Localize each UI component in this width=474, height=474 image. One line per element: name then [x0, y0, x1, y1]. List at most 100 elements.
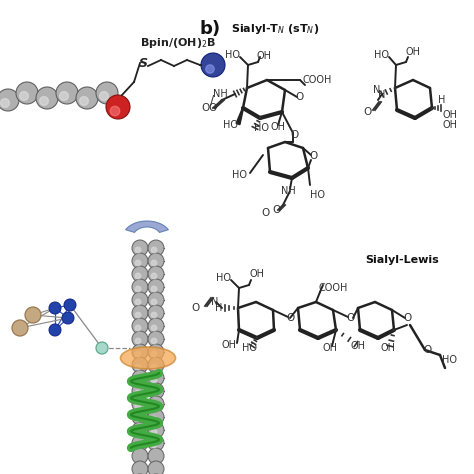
- Text: /: /: [210, 93, 214, 107]
- Text: O: O: [347, 313, 355, 323]
- Text: O: O: [262, 208, 270, 218]
- Circle shape: [135, 429, 141, 435]
- Circle shape: [148, 331, 164, 347]
- Circle shape: [135, 351, 141, 357]
- Circle shape: [151, 390, 157, 396]
- Circle shape: [135, 312, 141, 318]
- Text: H: H: [378, 90, 386, 100]
- Text: Sialyl-T$_N$ (sT$_N$): Sialyl-T$_N$ (sT$_N$): [231, 22, 319, 36]
- Circle shape: [151, 377, 157, 383]
- Circle shape: [151, 338, 157, 344]
- Circle shape: [151, 286, 157, 292]
- Ellipse shape: [120, 347, 175, 369]
- Text: NH: NH: [213, 89, 228, 99]
- Circle shape: [132, 461, 148, 474]
- Text: HO: HO: [243, 343, 257, 353]
- Circle shape: [132, 331, 148, 347]
- Circle shape: [148, 409, 164, 425]
- Text: OH: OH: [443, 120, 457, 130]
- Circle shape: [12, 320, 28, 336]
- Text: HO: HO: [443, 355, 457, 365]
- Circle shape: [135, 442, 141, 448]
- Circle shape: [62, 312, 74, 324]
- Circle shape: [49, 302, 61, 314]
- Circle shape: [40, 97, 48, 105]
- Text: b): b): [200, 20, 221, 38]
- Text: N: N: [210, 297, 218, 307]
- Circle shape: [148, 279, 164, 295]
- Circle shape: [148, 266, 164, 282]
- Circle shape: [135, 325, 141, 331]
- Text: O: O: [273, 205, 281, 215]
- Circle shape: [151, 416, 157, 422]
- Text: O: O: [310, 151, 318, 161]
- Circle shape: [49, 324, 61, 336]
- Text: OH: OH: [322, 343, 337, 353]
- Circle shape: [25, 307, 41, 323]
- Circle shape: [135, 390, 141, 396]
- Circle shape: [56, 82, 78, 104]
- Circle shape: [135, 286, 141, 292]
- Circle shape: [36, 87, 58, 109]
- Text: O: O: [291, 130, 299, 140]
- Text: HO: HO: [310, 190, 325, 200]
- Circle shape: [151, 273, 157, 279]
- Circle shape: [148, 370, 164, 386]
- Text: O: O: [202, 103, 210, 113]
- Circle shape: [135, 338, 141, 344]
- Text: O: O: [424, 345, 432, 355]
- Text: OH: OH: [350, 341, 365, 351]
- Text: H: H: [438, 95, 446, 105]
- Text: OH: OH: [256, 51, 272, 61]
- Circle shape: [148, 448, 164, 464]
- Text: HO: HO: [374, 50, 390, 60]
- Circle shape: [151, 364, 157, 370]
- Circle shape: [148, 253, 164, 269]
- Text: O: O: [404, 313, 412, 323]
- Text: Bpin/(OH)$_2$B: Bpin/(OH)$_2$B: [140, 36, 216, 50]
- Circle shape: [132, 292, 148, 308]
- Circle shape: [132, 357, 148, 373]
- Circle shape: [151, 351, 157, 357]
- Circle shape: [135, 273, 141, 279]
- Circle shape: [148, 383, 164, 399]
- Circle shape: [132, 370, 148, 386]
- Circle shape: [132, 409, 148, 425]
- Circle shape: [135, 403, 141, 409]
- Circle shape: [151, 299, 157, 305]
- Circle shape: [132, 305, 148, 321]
- Circle shape: [135, 299, 141, 305]
- Circle shape: [135, 416, 141, 422]
- Text: NH: NH: [281, 186, 295, 196]
- Text: HO: HO: [226, 50, 240, 60]
- Circle shape: [148, 396, 164, 412]
- Circle shape: [148, 422, 164, 438]
- Text: O: O: [209, 103, 217, 113]
- Circle shape: [148, 292, 164, 308]
- Text: Sialyl-Lewis: Sialyl-Lewis: [365, 255, 439, 265]
- Circle shape: [132, 240, 148, 256]
- Circle shape: [151, 403, 157, 409]
- Text: O: O: [364, 107, 372, 117]
- Text: OH: OH: [271, 122, 285, 132]
- Circle shape: [100, 91, 109, 100]
- Circle shape: [135, 377, 141, 383]
- Circle shape: [148, 357, 164, 373]
- Circle shape: [96, 342, 108, 354]
- Text: S: S: [138, 56, 147, 70]
- Circle shape: [0, 89, 19, 111]
- Circle shape: [148, 344, 164, 360]
- Circle shape: [16, 82, 38, 104]
- Text: OH: OH: [222, 340, 237, 350]
- Circle shape: [132, 435, 148, 451]
- Circle shape: [132, 266, 148, 282]
- Text: O: O: [287, 313, 295, 323]
- Circle shape: [148, 461, 164, 474]
- Circle shape: [135, 247, 141, 253]
- Circle shape: [132, 396, 148, 412]
- Circle shape: [151, 247, 157, 253]
- Circle shape: [110, 106, 120, 116]
- Circle shape: [132, 448, 148, 464]
- Text: COOH: COOH: [319, 283, 348, 293]
- Circle shape: [135, 364, 141, 370]
